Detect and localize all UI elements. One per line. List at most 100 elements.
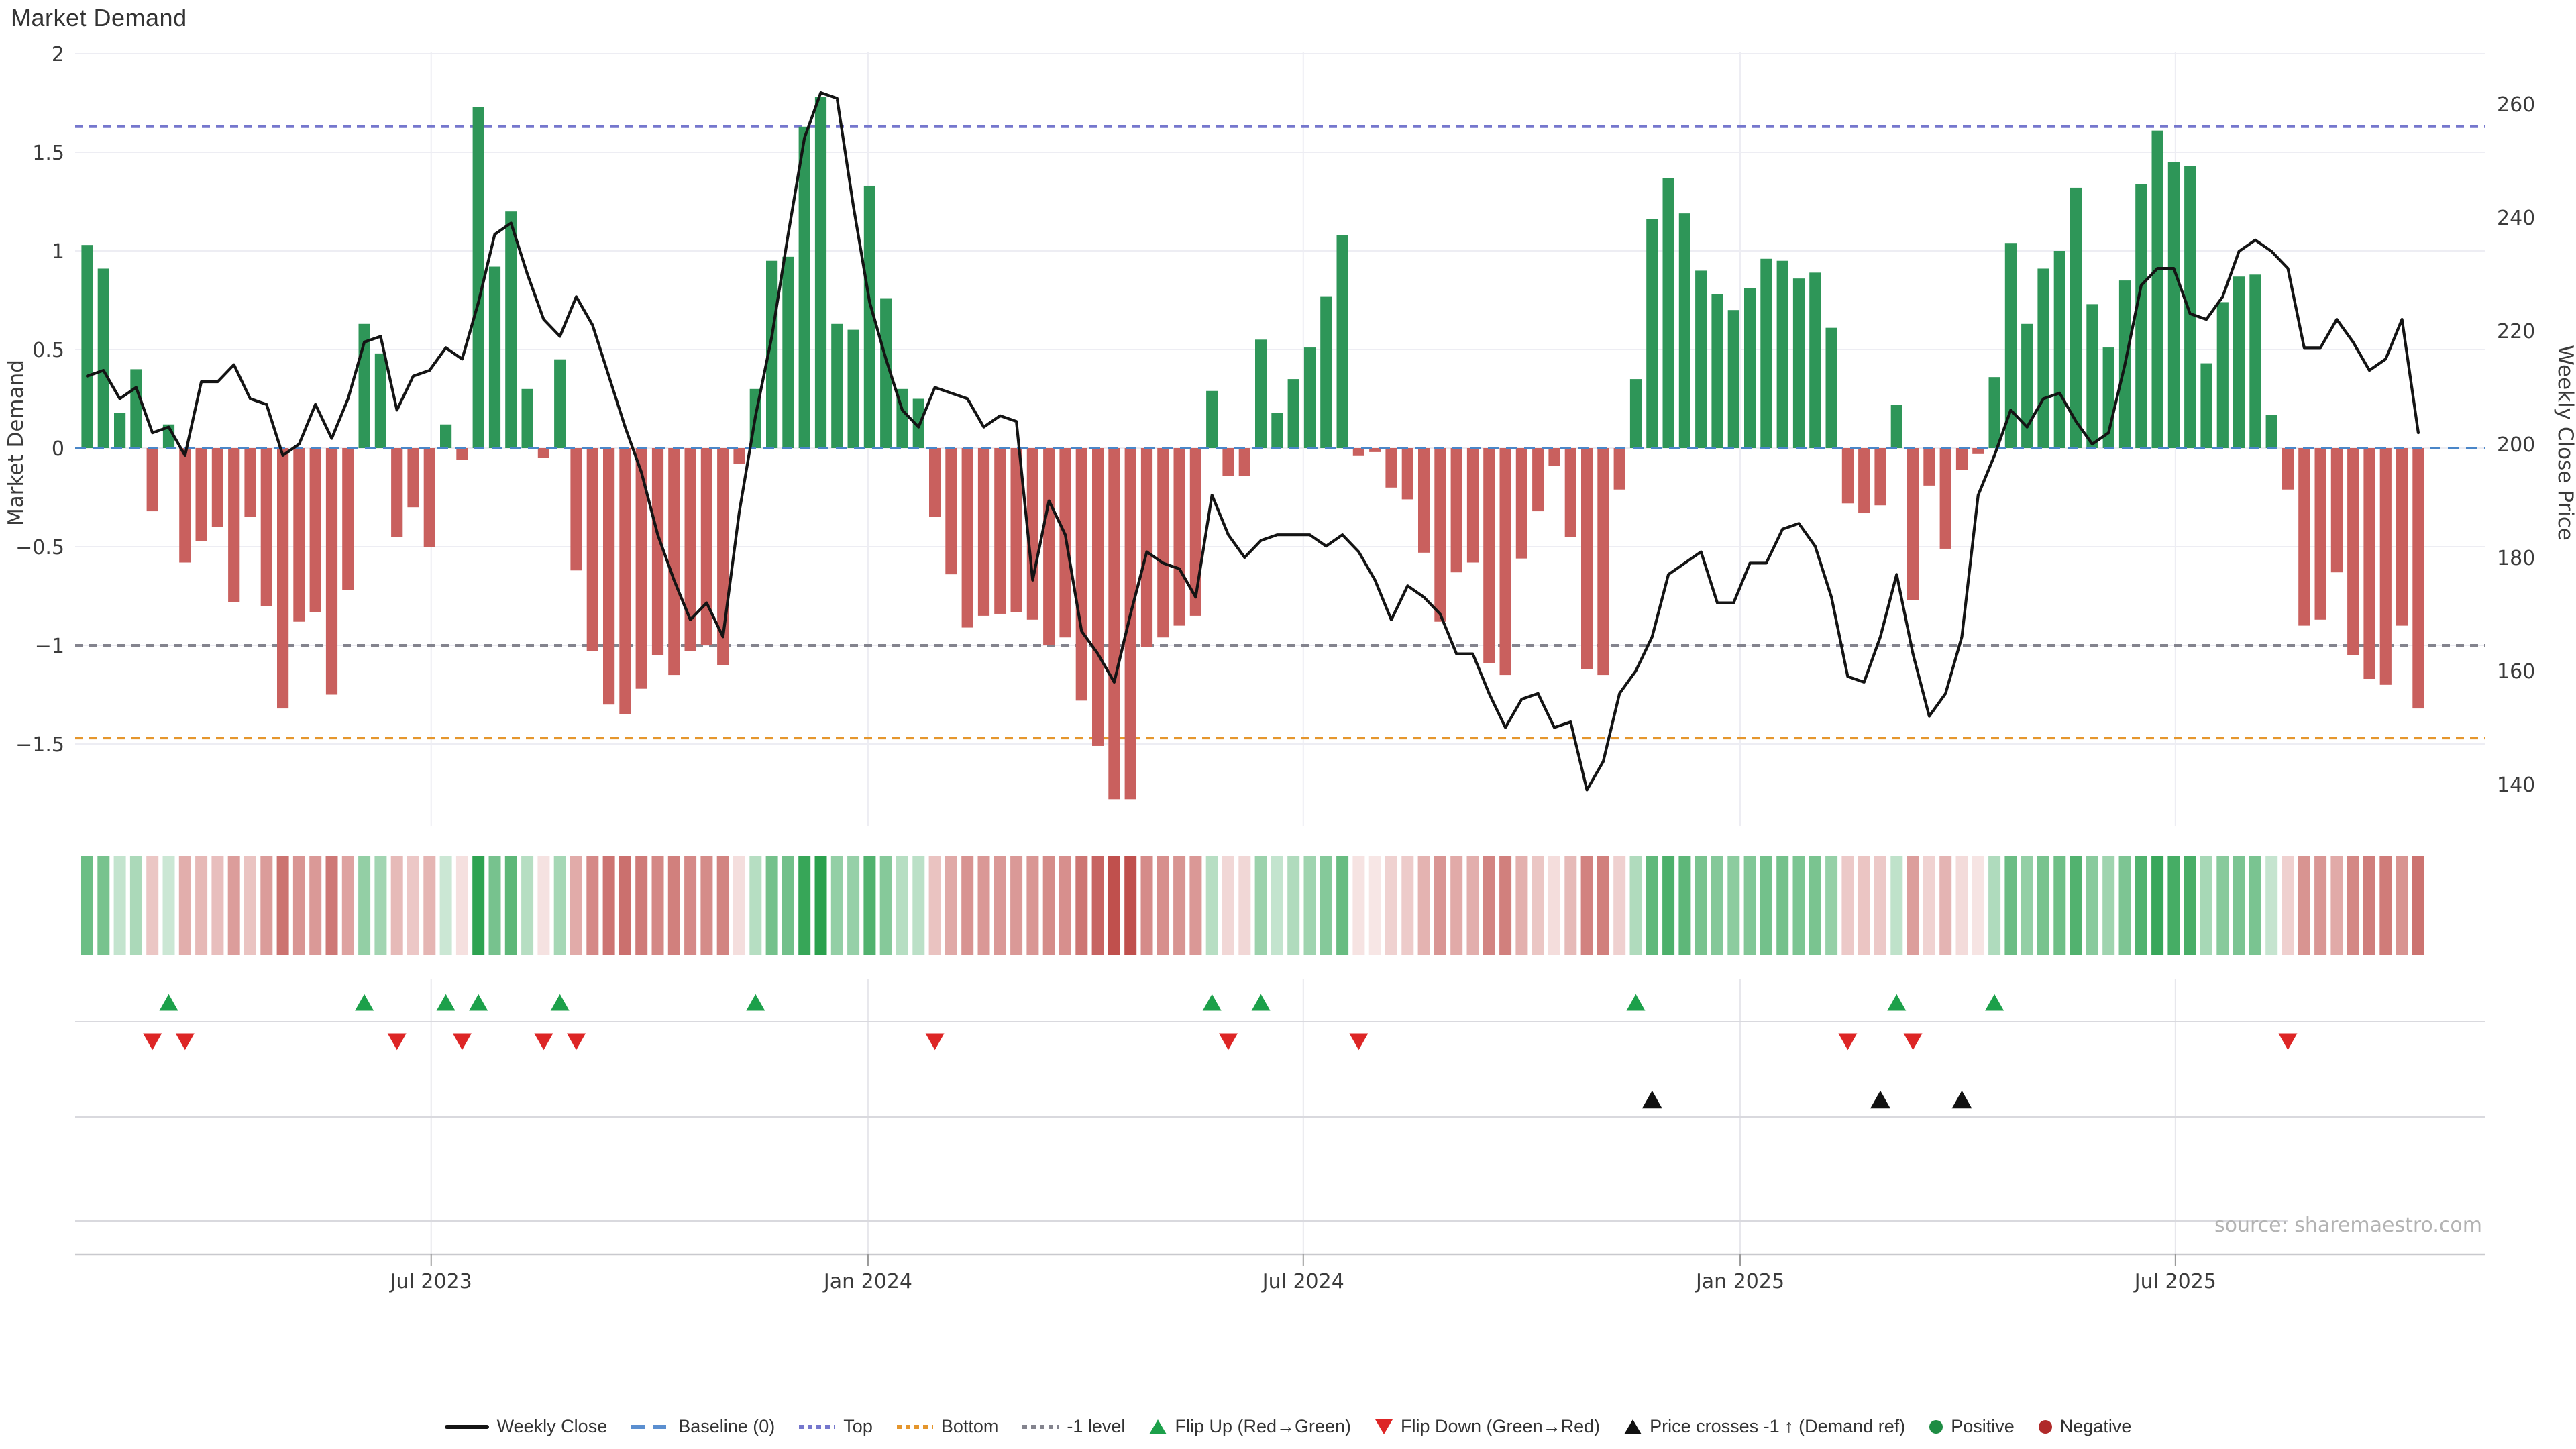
demand-bar bbox=[1010, 448, 1022, 612]
demand-bar bbox=[961, 448, 973, 628]
demand-bar bbox=[2086, 304, 2098, 448]
circle-legend-icon bbox=[1929, 1419, 1943, 1434]
demand-bar bbox=[651, 448, 664, 655]
demand-bar bbox=[1466, 448, 1479, 563]
heatmap-cell bbox=[1287, 856, 1300, 955]
demand-bar bbox=[1238, 448, 1250, 476]
flip-down-marker bbox=[2278, 1033, 2298, 1051]
legend-item-bottom[interactable]: Bottom bbox=[896, 1416, 998, 1437]
heatmap-cell bbox=[146, 856, 159, 955]
demand-bar bbox=[2216, 302, 2229, 448]
heatmap-cell bbox=[1385, 856, 1397, 955]
demand-bar bbox=[1597, 448, 1609, 676]
heatmap-cell bbox=[1189, 856, 1202, 955]
y-axis-right-label: Weekly Close Price bbox=[2553, 345, 2576, 541]
heatmap-cell bbox=[504, 856, 517, 955]
flip-up-marker bbox=[469, 994, 488, 1011]
demand-bar bbox=[1206, 390, 1218, 448]
demand-bar bbox=[554, 359, 566, 448]
y-right-tick: 140 bbox=[2497, 773, 2535, 797]
heatmap-cell bbox=[1352, 856, 1365, 955]
heatmap-cell bbox=[2037, 856, 2049, 955]
heatmap-cell bbox=[195, 856, 208, 955]
heatmap-cell bbox=[684, 856, 697, 955]
heatmap-cell bbox=[1743, 856, 1756, 955]
heatmap-cell bbox=[1336, 856, 1349, 955]
heatmap-cell bbox=[2265, 856, 2278, 955]
demand-bar bbox=[2412, 448, 2424, 709]
heatmap-cell bbox=[1450, 856, 1463, 955]
demand-bar bbox=[1369, 448, 1381, 452]
heatmap-cell bbox=[733, 856, 745, 955]
demand-bar bbox=[1613, 448, 1625, 490]
heatmap-cell bbox=[2167, 856, 2180, 955]
demand-bar bbox=[1173, 448, 1185, 626]
chart-legend: Weekly Close Baseline (0) Top Bottom -1 leve… bbox=[0, 1416, 2576, 1437]
heatmap-cell bbox=[2379, 856, 2392, 955]
signal-panel: Jul 2023 Jan 2024 Jul 2024 Jan 2025 Jul 2025 bbox=[75, 979, 2485, 1293]
heatmap-cell bbox=[1825, 856, 1838, 955]
heatmap-cell bbox=[97, 856, 110, 955]
y-right-tick: 160 bbox=[2497, 660, 2535, 684]
demand-bar bbox=[1972, 448, 1984, 454]
legend-item-1-level[interactable]: -1 level bbox=[1022, 1416, 1125, 1437]
demand-bar bbox=[2249, 274, 2261, 448]
heatmap-cell bbox=[1646, 856, 1658, 955]
heatmap-cell bbox=[374, 856, 387, 955]
heatmap-cell bbox=[341, 856, 354, 955]
demand-bar bbox=[1727, 310, 1739, 448]
heatmap-cell bbox=[1727, 856, 1740, 955]
legend-item-price-crosses-1-demand-ref[interactable]: Price crosses -1 ↑ (Demand ref) bbox=[1624, 1416, 1905, 1437]
demand-bar bbox=[700, 448, 712, 645]
heatmap-cell bbox=[1629, 856, 1642, 955]
flip-down-marker bbox=[1838, 1033, 1858, 1051]
heatmap-cell bbox=[2102, 856, 2115, 955]
heatmap-cell bbox=[2053, 856, 2066, 955]
demand-bar bbox=[668, 448, 680, 676]
heatmap-cell bbox=[1434, 856, 1446, 955]
heatmap-cell bbox=[1776, 856, 1789, 955]
legend-item-weekly-close[interactable]: Weekly Close bbox=[444, 1416, 607, 1437]
demand-bar bbox=[325, 448, 338, 695]
legend-item-baseline-0[interactable]: Baseline (0) bbox=[631, 1416, 775, 1437]
flip-up-marker bbox=[1626, 994, 1646, 1011]
y-right-tick: 240 bbox=[2497, 207, 2535, 230]
heatmap-cell bbox=[1972, 856, 1984, 955]
demand-bar bbox=[1695, 270, 1707, 448]
legend-label: Top bbox=[843, 1416, 873, 1436]
legend-label: Price crosses -1 ↑ (Demand ref) bbox=[1650, 1416, 1906, 1436]
flip-down-marker bbox=[925, 1033, 945, 1051]
heatmap-cell bbox=[961, 856, 974, 955]
legend-item-negative[interactable]: Negative bbox=[2038, 1416, 2131, 1437]
legend-item-top[interactable]: Top bbox=[799, 1416, 873, 1437]
legend-item-positive[interactable]: Positive bbox=[1929, 1416, 2015, 1437]
dot-legend-icon bbox=[799, 1424, 836, 1429]
demand-bar bbox=[277, 448, 289, 709]
source-text: source: sharemaestro.com bbox=[2214, 1214, 2482, 1237]
legend-item-flip-up-red-green[interactable]: Flip Up (Red→Green) bbox=[1149, 1416, 1351, 1437]
heatmap-cell bbox=[586, 856, 599, 955]
heatmap-cell bbox=[2216, 856, 2229, 955]
heatmap-cell bbox=[1809, 856, 1821, 955]
demand-bar bbox=[1124, 448, 1136, 800]
dash-legend-icon bbox=[631, 1424, 671, 1429]
heatmap-cell bbox=[1401, 856, 1414, 955]
demand-bar bbox=[114, 413, 126, 448]
demand-bar bbox=[1678, 213, 1690, 448]
demand-bar bbox=[2347, 448, 2359, 655]
demand-bar bbox=[2396, 448, 2408, 626]
demand-bar bbox=[211, 448, 223, 527]
heatmap-cell bbox=[113, 856, 126, 955]
demand-bar bbox=[1955, 448, 1968, 470]
heatmap-cell bbox=[667, 856, 680, 955]
legend-item-flip-down-green-red[interactable]: Flip Down (Green→Red) bbox=[1375, 1416, 1600, 1437]
heatmap-cell bbox=[1010, 856, 1023, 955]
legend-label: -1 level bbox=[1067, 1416, 1126, 1436]
price-cross-marker bbox=[1642, 1090, 1662, 1109]
y-left-tick: 0.5 bbox=[32, 339, 64, 362]
y-right-tick: 200 bbox=[2497, 433, 2535, 457]
heatmap-cell bbox=[977, 856, 990, 955]
heatmap-cell bbox=[472, 856, 485, 955]
heatmap-cell bbox=[2184, 856, 2196, 955]
